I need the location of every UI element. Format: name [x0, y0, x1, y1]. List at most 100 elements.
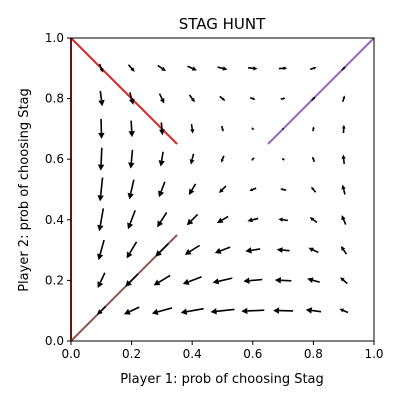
vector-arrow [128, 149, 135, 169]
vector-arrow-shaft [342, 249, 348, 255]
vector-arrow [210, 308, 235, 315]
vector-arrow [127, 210, 136, 230]
vector-arrow-shaft [159, 243, 169, 253]
vector-arrow-head [341, 184, 346, 190]
vector-arrow-head [151, 308, 159, 315]
vector-arrow-shaft [282, 188, 287, 191]
vector-arrow-head [252, 97, 256, 101]
vector-arrow-head [341, 215, 346, 221]
vector-arrow-head [247, 217, 253, 223]
vector-arrow-head [305, 307, 313, 314]
vector-arrow [311, 156, 316, 163]
vector-arrow [98, 118, 105, 139]
vector-arrow-shaft [99, 272, 106, 283]
vector-arrow-shaft [342, 158, 346, 165]
vector-arrow-shaft [158, 93, 163, 100]
vector-arrow-shaft [312, 249, 319, 254]
vector-arrow [245, 247, 261, 254]
vector-arrow-head [307, 277, 314, 283]
vector-arrow [312, 126, 315, 132]
vector-arrow-shaft [342, 279, 348, 285]
vector-arrow [340, 245, 348, 255]
vector-arrow-head [218, 188, 224, 194]
vector-arrow [340, 277, 348, 285]
y-axis-ticks: 0.0 0.2 0.4 0.6 0.8 1.0 [45, 31, 71, 348]
vector-arrow-head [251, 158, 254, 161]
vector-arrow-head [158, 160, 165, 167]
vector-arrow-shaft [282, 249, 290, 252]
vector-arrow-shaft [220, 246, 231, 252]
vector-arrow [341, 124, 346, 134]
vector-arrow-shaft [249, 96, 254, 100]
vector-arrow-head [212, 278, 220, 285]
vector-arrow [341, 154, 346, 165]
x-axis-ticks: 0.0 0.2 0.4 0.6 0.8 1.0 [61, 341, 384, 361]
vector-arrow [251, 127, 255, 131]
vector-arrow [127, 64, 135, 72]
vector-arrow [157, 211, 168, 228]
vector-arrow [151, 307, 173, 315]
vector-arrow [158, 93, 165, 104]
vector-arrow [280, 188, 287, 191]
vector-arrow-head [210, 308, 217, 315]
plot-area [70, 37, 375, 342]
vector-arrow [273, 307, 294, 314]
vector-arrow-head [341, 124, 346, 129]
vector-arrow-shaft [282, 218, 288, 222]
vector-arrow [341, 66, 346, 71]
vector-arrow-shaft [217, 66, 224, 70]
plot-frame [70, 37, 375, 342]
vector-arrow [158, 181, 166, 198]
vector-arrow-shaft [252, 217, 259, 221]
vector-arrow-shaft [99, 239, 105, 255]
vector-arrow-shaft [252, 187, 257, 191]
vector-arrow-head [98, 99, 105, 107]
vector-arrow-head [340, 277, 345, 282]
vector-arrow-shaft [187, 65, 193, 70]
vector-arrow [251, 157, 255, 161]
vector-arrow-head [127, 192, 134, 200]
vector-arrow [97, 272, 106, 289]
vector-arrow-head [98, 132, 105, 139]
vector-arrow [189, 153, 195, 165]
vector-arrow-head [282, 127, 285, 130]
vector-arrow [123, 306, 140, 315]
vector-arrow-head [155, 250, 162, 257]
vector-arrow-shaft [312, 188, 317, 193]
vector-arrow-shaft [130, 120, 133, 132]
vector-arrow-head [128, 130, 135, 138]
vector-arrow-head [339, 308, 345, 313]
vector-arrow-head [123, 308, 131, 315]
vector-arrow-shaft [247, 66, 254, 70]
vector-arrow-shaft [129, 92, 133, 100]
vector-arrow-shaft [99, 90, 103, 101]
vector-arrow-head [188, 188, 195, 196]
vector-arrow [249, 96, 256, 101]
vector-arrow-shaft [310, 67, 314, 71]
vector-arrow-head [245, 247, 252, 254]
vector-arrow-head [153, 279, 161, 286]
vector-arrow-shaft [311, 309, 322, 313]
vector-arrow [281, 127, 285, 131]
vector-arrow [216, 215, 229, 224]
vector-arrow-shaft [128, 273, 139, 284]
vector-arrow-shaft [312, 158, 316, 163]
vector-arrow-head [97, 309, 103, 315]
vector-arrow-head [342, 66, 346, 70]
vector-arrow-head [311, 156, 315, 160]
vector-arrow-head [180, 308, 188, 315]
vector-arrow-shaft [127, 64, 133, 70]
vector-arrow-shaft [249, 278, 263, 282]
vector-arrow [188, 94, 195, 103]
vector-arrow-shaft [218, 277, 233, 283]
vector-arrow-shaft [342, 309, 349, 314]
vector-arrow [341, 215, 347, 225]
vector-arrow-head [159, 98, 165, 104]
vector-arrow-shaft [312, 218, 318, 224]
vector-arrow-head [249, 188, 254, 192]
vector-arrow-shaft [158, 274, 171, 283]
vector-arrow [214, 246, 231, 254]
y-tick-label: 0.4 [45, 213, 64, 227]
vector-arrow-head [313, 66, 317, 70]
vector-arrow-shaft [219, 95, 224, 100]
